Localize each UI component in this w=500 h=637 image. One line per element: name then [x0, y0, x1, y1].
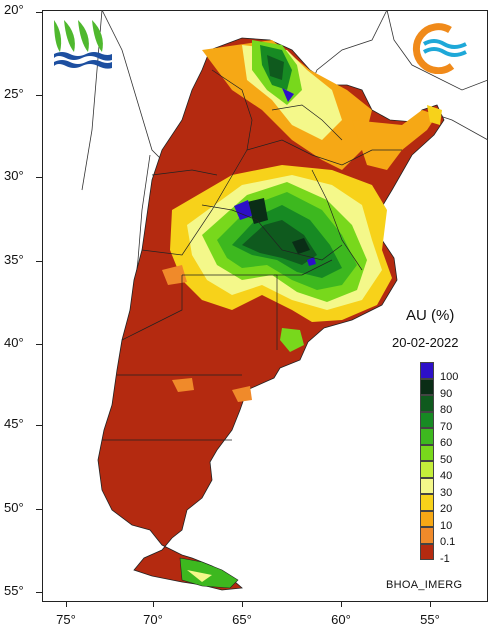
data-source-label: BHOA_IMERG [386, 579, 463, 591]
legend-color-bar [420, 362, 434, 560]
legend-label: 30 [440, 486, 453, 499]
lon-label-60: 60° [331, 612, 351, 627]
legend-swatch [420, 510, 434, 527]
tick-y [36, 344, 42, 345]
tick-y [36, 12, 42, 13]
tick-y [36, 261, 42, 262]
lon-label-75: 75° [56, 612, 76, 627]
tick-y [36, 592, 42, 593]
lat-label-50: 50° [4, 500, 24, 515]
legend-label: 10 [440, 519, 453, 532]
legend-title: AU (%) [406, 307, 455, 324]
tick-y [36, 509, 42, 510]
tick-y [36, 425, 42, 426]
legend-swatch [420, 395, 434, 412]
legend-swatch [420, 378, 434, 395]
legend-label: 90 [440, 387, 453, 400]
legend-swatch [420, 477, 434, 494]
tick-y [36, 177, 42, 178]
hydrology-institute-logo [54, 20, 112, 69]
tick-x [341, 601, 342, 607]
lat-label-30: 30° [4, 168, 24, 183]
tick-x [430, 601, 431, 607]
tierra-del-fuego [179, 557, 239, 589]
legend-label: 50 [440, 453, 453, 466]
legend-swatch [420, 444, 434, 461]
argentina-land [97, 37, 445, 591]
legend-label: 40 [440, 470, 453, 482]
lat-label-40: 40° [4, 335, 24, 350]
legend-swatch [420, 362, 434, 379]
legend-label: 70 [440, 420, 453, 433]
tick-x [66, 601, 67, 607]
tick-y [36, 95, 42, 96]
legend-label: 80 [440, 404, 453, 416]
legend-swatch [420, 428, 434, 445]
water-wave-logo [412, 23, 467, 74]
lon-label-70: 70° [143, 612, 163, 627]
province-borders [102, 69, 402, 441]
legend-label: 60 [440, 437, 453, 449]
lat-label-55: 55° [4, 583, 24, 598]
legend-date: 20-02-2022 [392, 335, 459, 350]
lat-label-35: 35° [4, 252, 24, 267]
lat-label-45: 45° [4, 416, 24, 431]
legend-label: 20 [440, 503, 453, 515]
lat-label-20: 20° [4, 2, 24, 17]
legend-label: 0.1 [440, 536, 456, 548]
lon-label-65: 65° [232, 612, 252, 627]
legend-swatch [420, 543, 434, 560]
tick-x [153, 601, 154, 607]
legend-label: -1 [440, 552, 450, 565]
moisture-zones [162, 40, 442, 402]
legend-swatch [420, 411, 434, 428]
legend-label: 100 [440, 371, 459, 383]
legend-swatch [420, 461, 434, 478]
legend-swatch [420, 527, 434, 544]
lat-label-25: 25° [4, 86, 24, 101]
soil-moisture-map [81, 10, 488, 591]
tick-x [242, 601, 243, 607]
legend-swatch [420, 494, 434, 511]
lon-label-55: 55° [420, 612, 440, 627]
